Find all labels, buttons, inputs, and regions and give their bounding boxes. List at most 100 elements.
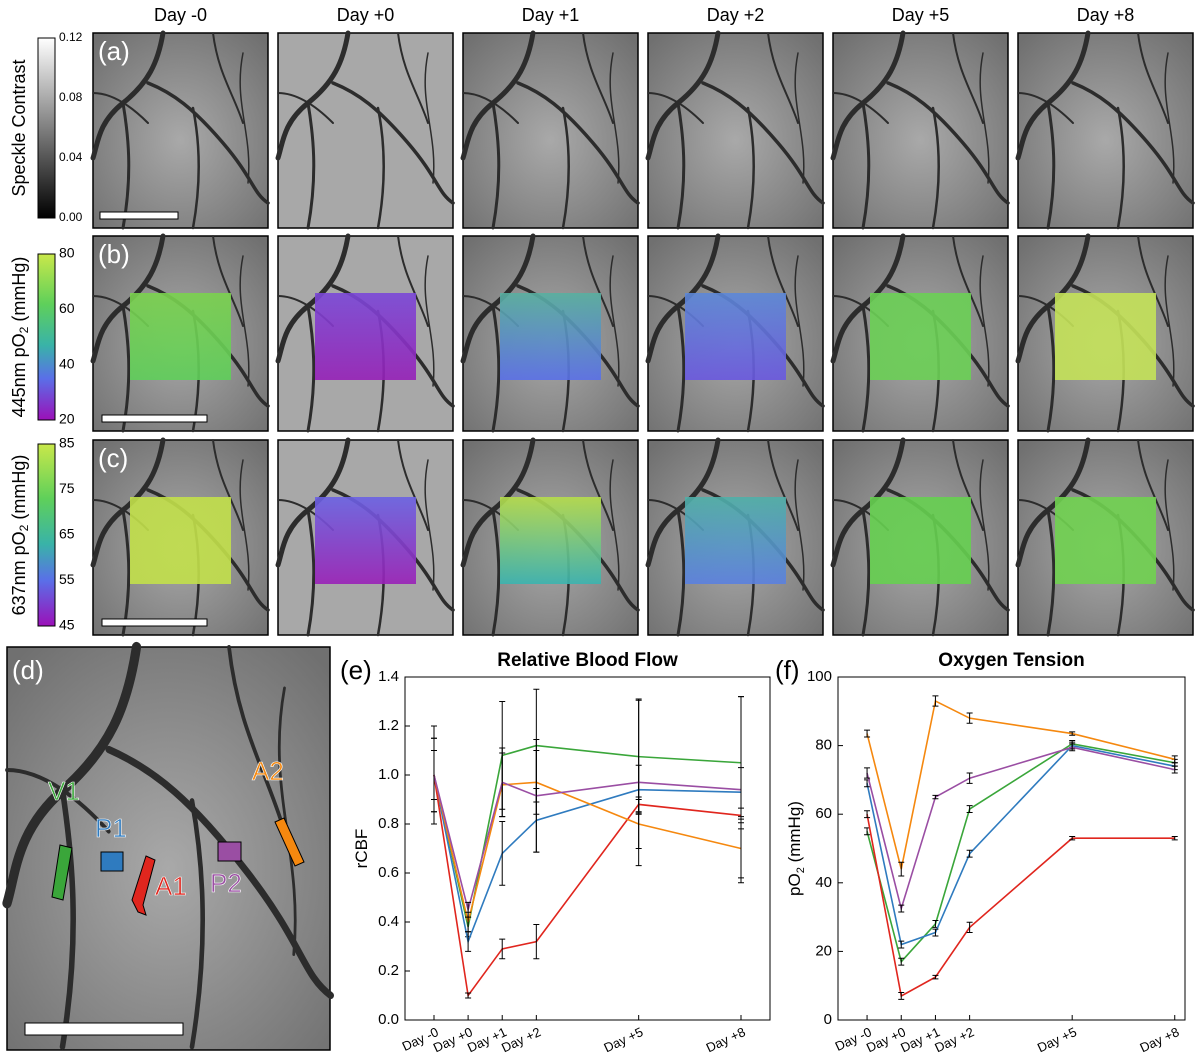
column-header: Day +8: [1077, 5, 1135, 25]
error-bar: [966, 712, 973, 724]
panel-label: (c): [98, 443, 128, 473]
colorbar-tick-label: 85: [59, 435, 75, 451]
colorbar-tick-label: 60: [59, 300, 75, 316]
error-bar: [1069, 731, 1076, 736]
error-bar: [966, 772, 973, 784]
error-bar: [932, 794, 939, 800]
panel-label: (b): [98, 239, 130, 269]
y-tick-label: 40: [815, 874, 832, 891]
tissue-image: [1017, 32, 1194, 229]
series-line: [866, 746, 1175, 912]
x-tick-label: Day +8: [704, 1024, 748, 1055]
colorbar-tick-label: 40: [59, 355, 75, 371]
tissue-image: [462, 32, 639, 229]
po2-map: [130, 497, 231, 584]
region-label: P1: [95, 813, 127, 843]
x-tick-label: Day +5: [1035, 1024, 1079, 1055]
label-part: 2: [17, 524, 31, 531]
column-header: Day +1: [522, 5, 580, 25]
image-panels: Day -0 Day +0 Day +1 Day +2 Day +5 Day +8 (a) (…: [9, 5, 1193, 635]
y-tick-label: 60: [815, 805, 832, 822]
po2-map: [1055, 293, 1156, 380]
error-bar: [898, 861, 905, 877]
colorbar-tick-label: 55: [59, 571, 75, 587]
error-bar: [1171, 835, 1178, 841]
y-tick-label: 0.8: [378, 815, 399, 832]
error-bar: [864, 767, 871, 779]
region-a2: [274, 817, 305, 867]
error-bar: [533, 923, 540, 960]
y-tick-label: 0.2: [378, 962, 399, 979]
scale-bar: [101, 414, 208, 423]
error-bar: [499, 938, 506, 960]
y-tick-label: 0: [824, 1011, 832, 1028]
error-bar: [966, 805, 973, 813]
region-label: A2: [252, 756, 284, 786]
y-tick-label: 100: [807, 668, 832, 685]
axis-label: rCBF: [352, 829, 371, 869]
y-tick-label: 20: [815, 942, 832, 959]
label-part: 445nm pO: [9, 333, 29, 417]
series-line: [433, 744, 742, 928]
line-chart: Oxygen Tension pO2 (mmHg) 0 20 40 60 80 100 Day …: [785, 650, 1186, 1055]
y-tick-label: 1.4: [378, 668, 399, 685]
tissue-image: [647, 32, 824, 229]
error-bar: [864, 810, 871, 819]
axis-label: 445nm pO2 (mmHg): [9, 257, 31, 418]
error-bar: [499, 747, 506, 818]
colorbar: [37, 37, 56, 219]
region-label: A1: [155, 871, 187, 901]
error-bar: [898, 992, 905, 1000]
label-part: pO: [785, 873, 804, 896]
error-bar: [898, 957, 905, 966]
error-bar: [430, 725, 437, 825]
tissue-image: [832, 235, 1009, 432]
error-bar: [738, 696, 745, 884]
y-tick-label: 80: [815, 737, 832, 754]
colorbar-tick-label: 0.12: [59, 30, 83, 44]
error-bar: [1171, 755, 1178, 764]
error-bar: [898, 940, 905, 949]
colorbar-tick-label: 0.08: [59, 90, 83, 104]
error-bar: [499, 821, 506, 886]
axis-label: Speckle Contrast: [9, 59, 29, 196]
po2-map: [1055, 497, 1156, 584]
panel-label: (a): [98, 36, 130, 66]
colorbar-tick-label: 80: [59, 245, 75, 261]
label-part: 2: [17, 326, 31, 333]
error-bar: [932, 695, 939, 707]
chart-title: Oxygen Tension: [938, 650, 1084, 671]
po2-map: [870, 497, 971, 584]
y-tick-label: 1.0: [378, 766, 399, 783]
error-bar: [1171, 765, 1178, 774]
series-line: [433, 774, 742, 998]
series-line: [866, 699, 1175, 870]
colorbar: [37, 443, 56, 627]
error-bar: [465, 901, 472, 918]
chart-title: Relative Blood Flow: [497, 650, 678, 671]
error-bar: [1069, 743, 1076, 752]
error-bar: [533, 738, 540, 853]
series-line: [433, 774, 742, 945]
error-bar: [635, 698, 642, 867]
label-part: rCBF: [352, 829, 371, 869]
colorbar-tick-label: 0.00: [59, 210, 83, 224]
plot-area: [404, 676, 771, 1021]
line-chart: Relative Blood Flow rCBF 0.0 0.2 0.4 0.6 0.8 1.…: [352, 650, 771, 1055]
region-a1: [131, 855, 156, 916]
tissue-image: [832, 32, 1009, 229]
label-part: (mmHg): [9, 257, 29, 327]
error-bar: [932, 928, 939, 937]
axis-label: pO2 (mmHg): [785, 801, 806, 896]
tissue-image: [92, 32, 269, 229]
colorbar-tick-label: 75: [59, 480, 75, 496]
error-bar: [932, 974, 939, 980]
region-label: V1: [48, 776, 80, 806]
column-header: Day -0: [154, 5, 207, 25]
scale-bar: [99, 211, 179, 220]
region-label: P2: [210, 868, 242, 898]
panel-label: (e): [340, 655, 372, 685]
region-v1: [51, 844, 73, 901]
po2-map: [500, 497, 601, 584]
po2-map: [130, 293, 231, 380]
